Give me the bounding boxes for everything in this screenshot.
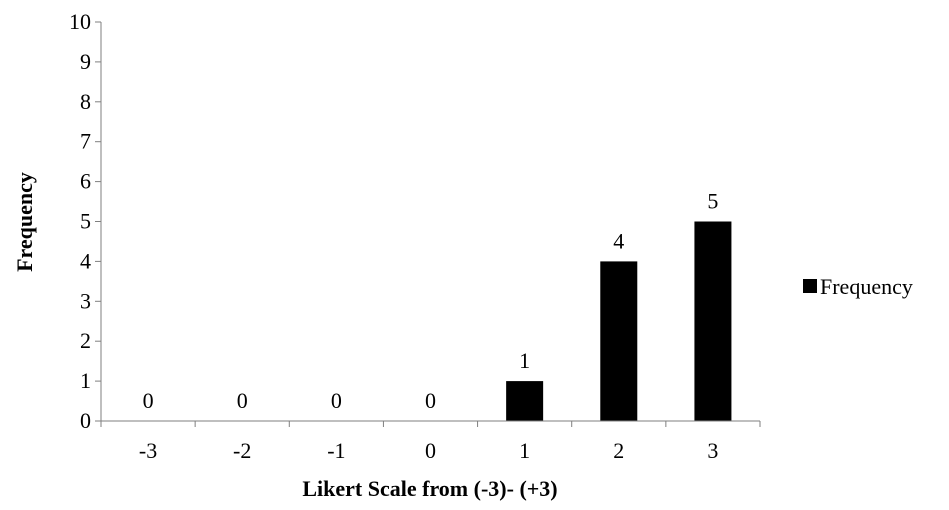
x-tick-label: -2	[233, 438, 251, 463]
x-axis-title: Likert Scale from (-3)- (+3)	[302, 476, 557, 501]
axes-layer	[95, 21, 761, 427]
y-tick-label: 3	[80, 288, 91, 313]
data-label: 0	[237, 388, 248, 413]
x-tick-label: -1	[327, 438, 345, 463]
y-tick-label: 7	[80, 129, 91, 154]
data-label: 0	[425, 388, 436, 413]
data-label: 5	[707, 189, 718, 214]
x-tick-label: -3	[139, 438, 157, 463]
bars-layer	[506, 221, 732, 421]
y-tick-label: 1	[80, 368, 91, 393]
bar	[694, 221, 732, 421]
x-tick-label: 2	[613, 438, 624, 463]
bar	[506, 381, 544, 421]
data-label: 1	[519, 348, 530, 373]
y-tick-label: 6	[80, 169, 91, 194]
y-tick-label: 9	[80, 49, 91, 74]
y-tick-label: 5	[80, 209, 91, 234]
data-label: 0	[143, 388, 154, 413]
legend-swatch	[803, 279, 817, 293]
data-label: 0	[331, 388, 342, 413]
y-axis-title: Frequency	[12, 172, 37, 272]
x-tick-label: 0	[425, 438, 436, 463]
x-tick-label: 3	[707, 438, 718, 463]
legend-label: Frequency	[820, 274, 913, 299]
x-tick-label: 1	[519, 438, 530, 463]
y-tick-label: 2	[80, 328, 91, 353]
y-tick-label: 10	[69, 9, 91, 34]
y-tick-label: 4	[80, 248, 91, 273]
y-tick-label: 0	[80, 408, 91, 433]
labels-layer: 0 1 2 3 4 5 6 7 8 9 10 -3 -2 -1 0 1 2 3 0 0 0 0 1 4 5	[69, 9, 718, 463]
data-label: 4	[613, 228, 624, 253]
y-tick-label: 8	[80, 89, 91, 114]
bar	[600, 261, 638, 421]
legend: Frequency	[803, 274, 913, 299]
